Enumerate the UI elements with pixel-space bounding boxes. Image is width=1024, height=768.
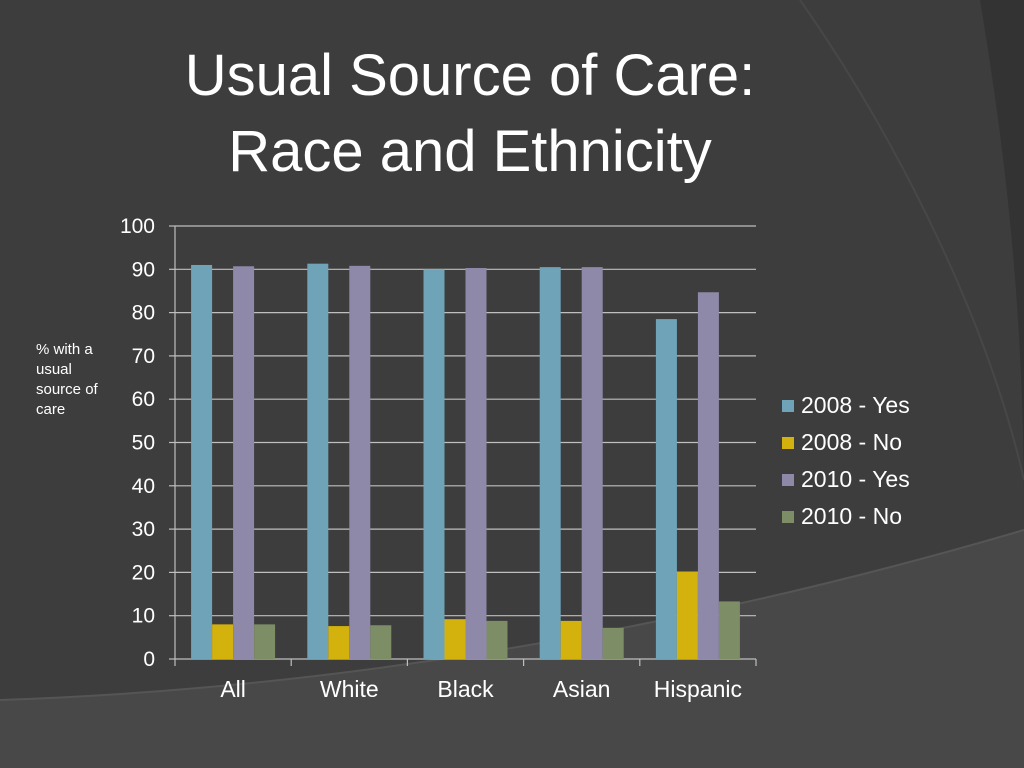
x-tick-label: All [220, 676, 246, 702]
legend-item: 2008 - No [782, 424, 982, 461]
legend-swatch [782, 436, 794, 449]
legend-item: 2010 - No [782, 498, 982, 535]
chart-legend: 2008 - Yes 2008 - No 2010 - Yes 2010 - No [782, 387, 982, 535]
bar-2008-yes-black [423, 269, 445, 659]
bar-2008-yes-asian [539, 267, 561, 659]
y-tick-label: 80 [132, 302, 155, 325]
bar-2008-no-all [212, 624, 234, 659]
bar-2010-no-black [486, 620, 508, 659]
bar-2010-yes-asian [581, 267, 603, 659]
y-tick-label: 90 [132, 258, 155, 281]
y-tick-label: 0 [143, 648, 155, 671]
y-tick-label: 100 [120, 215, 155, 238]
y-tick-label: 70 [132, 345, 155, 368]
bar-2008-no-asian [560, 620, 582, 659]
legend-label: 2010 - Yes [801, 466, 910, 492]
y-axis-label: % with a usual source of care [36, 341, 98, 418]
bar-2010-yes-all [233, 266, 255, 659]
bar-2010-no-all [254, 624, 276, 659]
x-tick-label: Black [437, 676, 494, 702]
bar-2010-no-asian [602, 627, 624, 659]
bar-2010-no-white [370, 625, 392, 659]
bar-2010-no-hispanic [718, 601, 740, 659]
x-tick-label: Hispanic [654, 676, 742, 702]
y-tick-label: 40 [132, 475, 155, 498]
y-tick-label: 50 [132, 432, 155, 455]
legend-swatch [782, 510, 794, 523]
title-line-2: Race and Ethnicity [228, 119, 712, 184]
x-tick-label: White [320, 676, 379, 702]
legend-label: 2010 - No [801, 503, 903, 529]
bar-2008-no-white [328, 626, 350, 659]
legend-item: 2008 - Yes [782, 387, 982, 424]
legend-item: 2010 - Yes [782, 461, 982, 498]
bar-2010-yes-white [349, 265, 371, 659]
bar-2008-yes-hispanic [655, 319, 677, 659]
page-title: Usual Source of Care: Race and Ethnicity [110, 38, 830, 190]
y-tick-label: 10 [132, 605, 155, 628]
y-tick-label: 20 [132, 561, 155, 584]
legend-swatch [782, 399, 794, 412]
bar-2008-yes-white [307, 263, 329, 659]
y-tick-label: 60 [132, 388, 155, 411]
y-tick-label: 30 [132, 518, 155, 541]
bar-2008-yes-all [191, 264, 213, 659]
bar-2010-yes-hispanic [697, 292, 719, 659]
legend-label: 2008 - Yes [801, 392, 910, 418]
legend-label: 2008 - No [801, 429, 903, 455]
title-line-1: Usual Source of Care: [184, 43, 756, 108]
x-tick-label: Asian [553, 676, 611, 702]
bar-2008-no-hispanic [676, 571, 698, 659]
legend-swatch [782, 473, 794, 486]
bar-2010-yes-black [465, 268, 487, 659]
bar-2008-no-black [444, 619, 466, 659]
